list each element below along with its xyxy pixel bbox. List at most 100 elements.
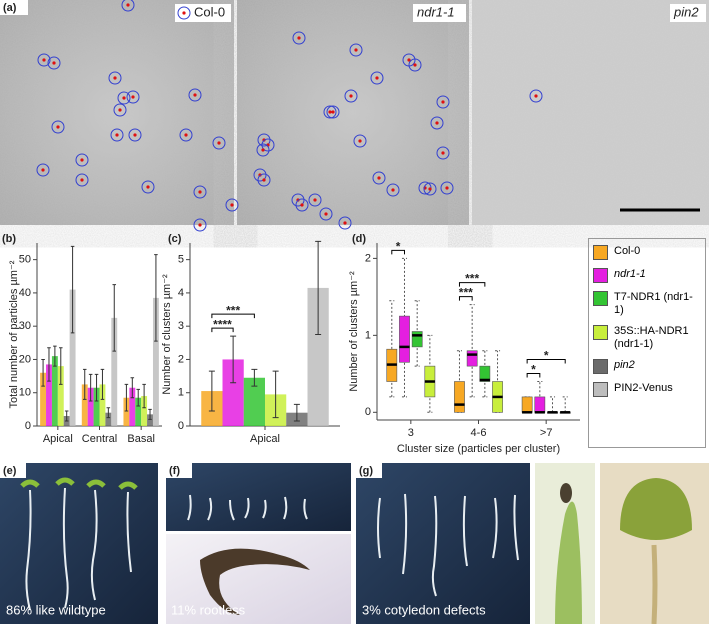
cotyledon: [20, 477, 138, 490]
error-bar: [47, 347, 51, 382]
particle-circle: [179, 128, 193, 142]
error-bar: [41, 358, 45, 387]
particle-circle: [291, 193, 305, 207]
particle-dot: [131, 95, 135, 99]
error-bar: [53, 345, 57, 367]
y-tick-label: 10: [19, 387, 31, 399]
particle-dot: [300, 203, 304, 207]
particle-dot: [41, 168, 45, 172]
error-bar: [82, 368, 87, 400]
bar: [141, 396, 148, 426]
particle-circle: [212, 136, 226, 150]
legend-swatch: [593, 359, 608, 374]
hypocotyl: [651, 544, 658, 624]
particle-circle: [75, 153, 89, 167]
particle-dot: [313, 198, 317, 202]
box: [534, 396, 546, 413]
cotyledon-closeup: [620, 478, 692, 540]
significance-label: *: [396, 240, 401, 254]
panel-label: (f): [169, 465, 180, 477]
significance-label: ***: [459, 286, 473, 300]
micrograph-texture: [237, 0, 469, 225]
significance-bracket: [391, 249, 405, 255]
significance-bracket: [526, 373, 541, 378]
photo-panels: (e) 86% like wildtype (f) 11% rootless (…: [0, 463, 709, 624]
particle-dot: [56, 125, 60, 129]
panel-label-bg: [166, 463, 192, 478]
whisker: [549, 396, 556, 413]
bar: [111, 317, 118, 426]
bar: [51, 356, 58, 426]
particle-dot: [80, 158, 84, 162]
error-bar: [154, 254, 158, 342]
error-bar: [70, 245, 75, 334]
particle-dot: [354, 48, 358, 52]
particle-dot: [324, 212, 328, 216]
legend-label: ndr1-1: [614, 268, 646, 280]
bar: [307, 287, 329, 426]
particle-dot: [297, 36, 301, 40]
y-tick-label: 50: [19, 254, 31, 266]
error-bar: [100, 368, 105, 400]
bar: [243, 377, 265, 426]
error-bar: [293, 403, 300, 422]
particle-circle: [108, 71, 122, 85]
particle-circle: [292, 31, 306, 45]
box: [466, 350, 478, 367]
significance-label: *: [531, 363, 536, 377]
micrograph-texture: [472, 0, 709, 225]
particle-dot: [80, 178, 84, 182]
micrograph-label: ndr1-1: [417, 4, 455, 19]
box: [411, 331, 423, 348]
legend-swatch: [593, 245, 608, 260]
particle-dot: [428, 187, 432, 191]
legend-swatch: [593, 382, 608, 397]
significance-bracket: [458, 296, 473, 301]
particle-circle: [225, 198, 239, 212]
legend-entry: PIN2-Venus: [593, 382, 701, 397]
particle-dot: [349, 94, 353, 98]
particle-circle: [117, 91, 131, 105]
panel-label: (e): [3, 465, 17, 477]
bar: [87, 387, 94, 426]
legend-label: pin2: [614, 359, 635, 371]
significance-bracket: [458, 282, 486, 287]
hypocotyl: [555, 501, 582, 624]
photo: [0, 463, 158, 624]
particle-circle: [110, 128, 124, 142]
legend: Col-0 ndr1-1 T7-NDR1 (ndr1-1) 35S::HA-NDR1 …: [588, 238, 706, 448]
y-tick-label: 1: [365, 329, 371, 341]
legend-entry: pin2: [593, 359, 701, 374]
y-tick-label: 1: [178, 387, 184, 399]
significance-bracket: [526, 359, 566, 364]
error-bar: [106, 407, 111, 419]
bar: [81, 384, 88, 426]
particle-markers: [36, 0, 543, 232]
particle-dot: [377, 176, 381, 180]
particle-circle: [188, 88, 202, 102]
y-tick-label: 3: [178, 320, 184, 332]
particle-dot: [375, 76, 379, 80]
bar: [57, 366, 64, 426]
significance-bracket: [211, 313, 255, 319]
particle-circle: [436, 95, 450, 109]
x-tick-label: Apical: [43, 433, 73, 445]
particle-dot: [217, 141, 221, 145]
error-bar: [136, 388, 140, 407]
panel-label-bg: [356, 463, 382, 478]
x-tick-label: 4-6: [471, 427, 487, 439]
micrograph-label: Col-0: [194, 4, 225, 19]
particle-dot: [198, 190, 202, 194]
photo-caption: 11% rootless: [171, 602, 246, 617]
legend-swatch: [593, 268, 608, 283]
x-tick-label: Basal: [127, 433, 155, 445]
particle-dot: [358, 139, 362, 143]
bar: [46, 364, 52, 426]
particle-circle: [141, 180, 155, 194]
particle-circle: [436, 146, 450, 160]
x-tick-label: Apical: [250, 433, 280, 445]
particle-circle: [126, 90, 140, 104]
error-bar: [112, 284, 117, 352]
particle-circle: [370, 71, 384, 85]
